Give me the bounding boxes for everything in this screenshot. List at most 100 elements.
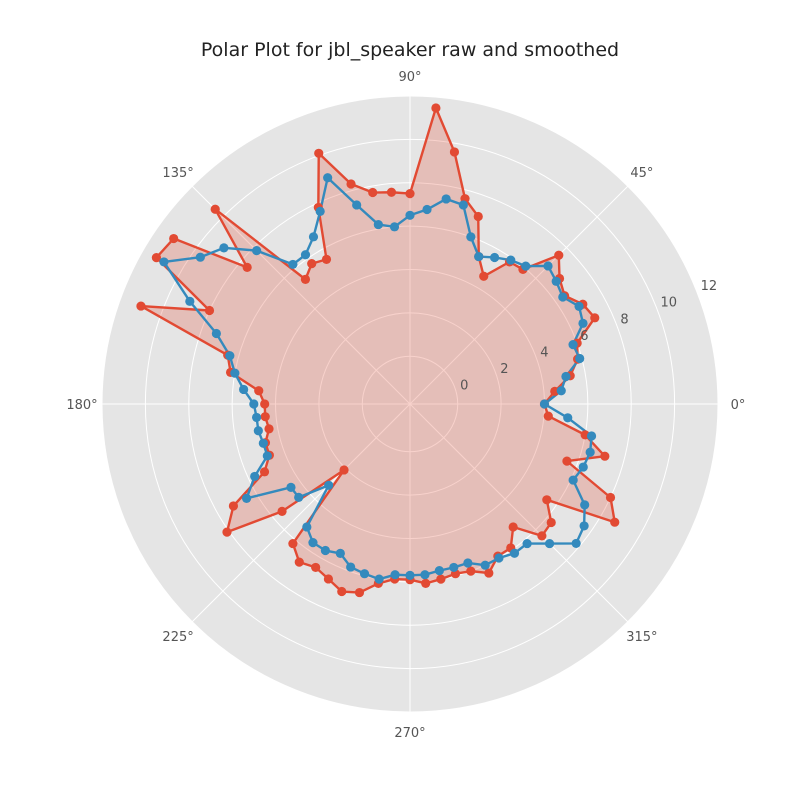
polar-grid [101,95,719,713]
series-2-point [250,471,260,482]
angle-tick-label: 315° [626,630,657,645]
series-2-point [422,204,432,215]
angle-tick-label: 135° [162,166,193,181]
radial-tick-label: 6 [580,329,588,344]
series-2-point [458,200,468,210]
series-2-point [571,538,581,549]
series-2-point [159,257,169,267]
angular-gridline [409,185,629,405]
series-1-point [484,568,494,578]
series-2-point [390,570,400,580]
series-2-point [575,353,585,364]
series-1-point [311,562,321,573]
series-2-point [262,451,272,461]
series-2-point [241,493,252,503]
series-1-point [508,522,518,532]
series-1-point [307,259,317,269]
series-2-point [323,173,333,183]
angle-tick-label: 180° [66,398,97,413]
series-1-point [259,467,270,477]
series-2-point [324,480,334,490]
series-markers [136,103,620,598]
series-2-point [219,243,229,253]
series-1-point [421,578,431,588]
angle-tick-label: 45° [630,166,653,181]
series-2-point [288,259,298,270]
series-2-point [578,318,588,328]
series-1-point [405,189,415,199]
series-2-point [405,210,415,220]
chart-title: Polar Plot for jbl_speaker raw and smoot… [201,39,619,61]
series-2-point [561,371,571,382]
series-2-point [374,574,384,584]
series-1-point [346,179,356,189]
series-2-point [320,545,331,556]
series-1-point [590,313,600,323]
series-2-point [494,553,504,563]
series-1-point [354,587,365,598]
series-2-point [315,206,325,216]
series-2-point [474,251,484,262]
angle-tick-label: 0° [731,398,746,413]
series-2-point [558,292,568,302]
series-1-point [242,262,252,272]
series-2-point [286,482,296,492]
series-2-point [563,413,573,423]
series-2-point [543,261,553,271]
series-2-point [578,462,588,472]
series-2-point [568,475,578,485]
series-2-point [568,340,578,350]
series-2-point [506,255,516,265]
series-2-point [434,566,444,576]
series-2-point [352,200,362,210]
series-2-point [359,569,370,579]
series-1-point [136,301,146,311]
series-1-point [228,501,239,511]
series-2-point [302,522,312,532]
series-2-point [521,261,531,271]
series-2-point [300,250,311,260]
series-1-point [386,187,397,197]
series-1-point [260,399,270,409]
series-1-point [222,527,232,537]
series-1-point [300,274,311,284]
radial-tick-label: 4 [540,346,548,361]
series-2-point [556,386,566,396]
series-1-point [339,465,349,475]
series-2-point [195,252,205,262]
series-1-point [605,492,616,503]
series-1-point [323,574,334,584]
series-1-point [254,386,264,396]
series-1-point [169,233,179,244]
series-1-point [321,254,332,264]
series-2-point [225,351,235,361]
angular-gridline [409,403,629,623]
series-1-point [543,411,553,421]
radial-tick-label: 10 [661,296,678,311]
angle-tick-label: 90° [398,70,421,85]
series-2-point [420,570,430,580]
series-1-point [260,412,270,422]
series-1-point [314,148,324,158]
series-2-point [294,492,304,503]
series-2-point [405,570,415,580]
angle-tick-label: 225° [162,630,193,645]
series-2-point [308,537,318,548]
series-1-point [431,103,441,113]
series-1-point [368,187,378,198]
series-1-point [537,531,547,541]
series-2-point [586,431,597,441]
series-1-point [204,305,215,316]
series-2-point [585,447,595,457]
tick-labels: 0 2 4 6 8 10 12 0° 45° 90° 135° 180° 225° 270° 315° [66,70,745,741]
radial-tick-label: 12 [701,279,718,294]
angular-gridline [191,403,411,623]
series-2-point [185,296,195,306]
series-2-point [251,412,262,423]
series-2-point [239,384,249,395]
series-1-point [600,451,610,461]
series-2-point [579,521,589,531]
series-2-point [551,276,561,286]
series-1-point [546,517,556,528]
series-1-point [264,424,274,434]
